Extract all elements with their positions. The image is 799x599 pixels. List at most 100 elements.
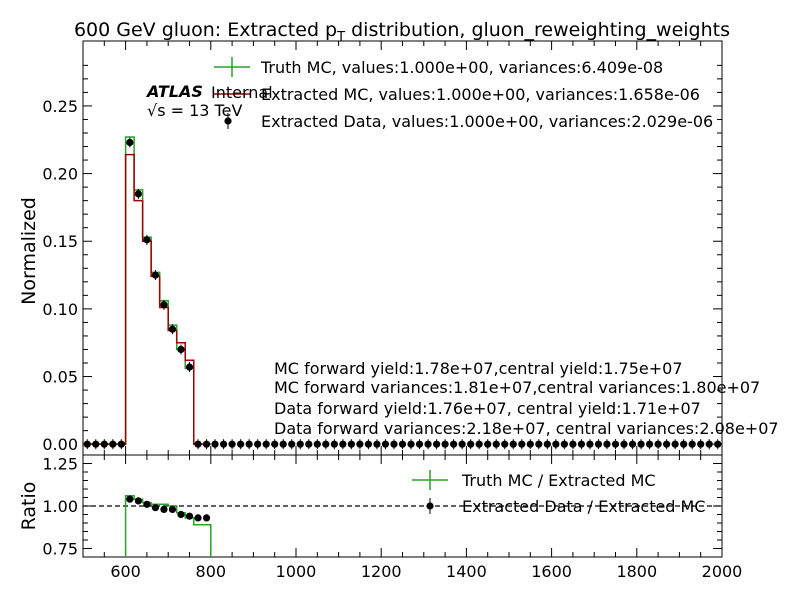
data-point [560,440,568,448]
x-tick-label: 1000 [276,562,317,581]
data-point [202,440,211,448]
legend-entry: Extracted MC, values:1.000e+00, variance… [261,85,700,104]
data-point [628,440,637,448]
data-point [663,440,671,448]
yield-annotation: Data forward yield:1.76e+07, central yie… [274,399,701,418]
x-tick-label: 800 [196,562,227,581]
data-point [492,440,500,448]
data-point [211,440,219,448]
data-point [543,440,551,448]
legend-entry: Truth MC, values:1.000e+00, variances:6.… [260,58,663,77]
data-point [271,440,279,448]
data-point [109,440,117,448]
y-tick-label: 0.05 [42,368,78,387]
legend-marker-point [224,117,232,125]
data-point [339,440,347,448]
data-point [100,440,108,448]
energy-label: √s = 13 TeV [147,101,242,120]
data-point [475,440,483,448]
data-point [518,440,526,448]
data-point [714,440,722,448]
series-step-0 [83,136,211,445]
data-point [126,138,134,147]
ratio-data-point [160,505,168,513]
data-point [254,440,262,448]
chart-title: 600 GeV gluon: Extracted pT distribution… [74,19,730,45]
ratio-data-point [185,512,194,520]
data-point [279,440,287,448]
legend-entry: Extracted Data, values:1.000e+00, varian… [261,112,713,131]
ratio-legend-entry: Extracted Data / Extracted MC [462,497,706,516]
data-point [458,440,466,448]
x-tick-label: 2000 [702,562,743,581]
data-point [586,440,594,448]
data-point [219,440,228,448]
data-point [577,440,586,448]
series-step-1 [83,153,211,445]
ratio-data-point [134,497,142,505]
y-tick-label: 0.15 [42,232,78,251]
data-point [432,440,441,448]
ratio-data-point [177,510,185,519]
data-point [347,440,355,448]
yield-annotation: Data forward variances:2.18e+07, central… [274,419,779,438]
data-point [509,440,517,448]
chart-title-subscript: T [336,30,345,45]
data-point [305,440,313,448]
x-tick-label: 1800 [616,562,657,581]
data-point [398,440,407,448]
atlas-label: ATLAS [145,82,203,101]
data-point [415,440,424,448]
main-panel: 600 GeV gluon: Extracted pT distribution… [18,19,779,456]
data-point [441,440,449,448]
ratio-y-tick-label: 0.75 [42,540,78,559]
data-point [645,440,654,448]
data-point [381,440,390,448]
data-point [450,440,458,448]
y-tick-label: 0.10 [42,300,78,319]
data-point [185,363,194,371]
data-point [296,440,304,448]
data-point [569,440,577,448]
ratio-data-point [143,500,151,508]
data-point [654,440,662,448]
data-point [117,440,125,448]
data-point [194,440,202,448]
data-point [697,440,705,448]
data-point [467,440,475,448]
y-tick-label: 0.20 [42,165,78,184]
data-point [620,440,628,448]
ratio-data-point [194,514,202,522]
data-point [228,440,236,448]
ratio-legend-entry: Truth MC / Extracted MC [461,471,656,490]
data-point [688,440,696,448]
yield-annotation: MC forward variances:1.81e+07,central va… [274,378,760,397]
x-tick-label: 1200 [361,562,402,581]
data-point [313,440,321,448]
data-point [160,301,168,309]
data-point [671,440,679,448]
y-axis-label-main: Normalized [18,197,40,305]
y-tick-label: 0.25 [42,97,78,116]
data-point [390,440,398,448]
data-point [680,440,688,448]
data-point [330,440,338,448]
data-point [611,440,620,448]
data-point [484,440,492,448]
data-point [322,440,330,448]
ratio-data-point [202,514,211,522]
data-point [407,440,415,448]
y-axis-label-ratio: Ratio [18,482,40,531]
data-point [535,440,543,448]
data-point [262,440,270,448]
ratio-data-point [126,495,134,503]
ratio-y-tick-label: 1.25 [42,455,78,474]
data-point [705,440,713,448]
ratio-data-point [151,504,160,512]
x-tick-label: 600 [110,562,141,581]
data-point [356,440,364,448]
data-point [526,440,534,448]
data-point [134,190,142,198]
